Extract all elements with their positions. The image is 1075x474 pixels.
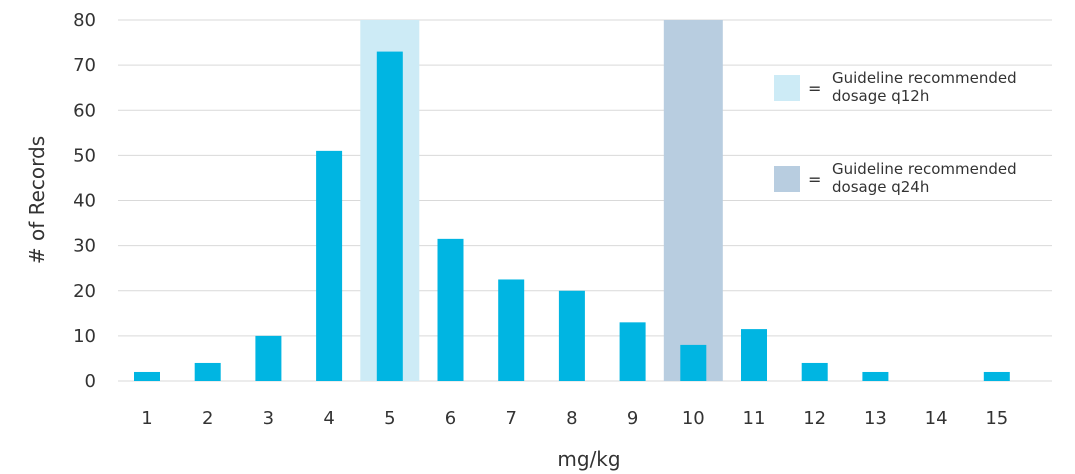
y-tick-label: 20 (73, 281, 96, 302)
bar-11 (741, 329, 767, 381)
bar-15 (983, 371, 1010, 381)
y-tick-label: 10 (73, 326, 96, 347)
bar-1 (134, 371, 160, 381)
x-axis-ticks: 1 2 3 4 5 6 7 8 9 10 11 12 13 14 15 (141, 408, 1008, 429)
bar-8 (558, 290, 585, 381)
y-tick-label: 0 (85, 371, 96, 392)
bar-9 (619, 322, 646, 381)
bar-2 (194, 362, 221, 381)
bar-6 (437, 238, 464, 381)
x-axis-title: mg/kg (557, 447, 620, 471)
x-tick-label: 3 (263, 408, 274, 429)
x-tick-label: 14 (925, 408, 948, 429)
guideline-band-10 (663, 20, 723, 381)
y-tick-label: 30 (73, 236, 96, 257)
bar-5 (376, 51, 403, 382)
x-tick-label: 2 (202, 408, 213, 429)
bar-4 (316, 150, 343, 381)
x-tick-label: 4 (323, 408, 334, 429)
x-tick-label: 6 (445, 408, 456, 429)
y-tick-label: 50 (73, 145, 96, 166)
x-tick-label: 9 (627, 408, 638, 429)
y-axis-title: # of Records (25, 136, 49, 264)
x-tick-label: 15 (985, 408, 1008, 429)
legend-equals: = (808, 79, 821, 98)
legend-swatch (774, 166, 800, 192)
y-tick-label: 60 (73, 100, 96, 121)
legend-swatch (774, 75, 800, 101)
bar-10 (680, 344, 707, 381)
x-tick-label: 12 (803, 408, 826, 429)
x-tick-label: 13 (864, 408, 887, 429)
x-tick-label: 8 (566, 408, 577, 429)
x-tick-label: 7 (505, 408, 516, 429)
x-tick-label: 10 (682, 408, 705, 429)
bar-12 (801, 362, 828, 381)
y-axis-ticks: 0 10 20 30 40 50 60 70 80 (73, 10, 96, 392)
x-tick-label: 11 (743, 408, 766, 429)
legend-label: dosage q12h (832, 87, 929, 105)
bars (134, 51, 1010, 382)
bar-7 (498, 279, 525, 381)
legend-label: Guideline recommended (832, 69, 1017, 87)
legend-label: dosage q24h (832, 178, 929, 196)
y-tick-label: 80 (73, 10, 96, 31)
legend-label: Guideline recommended (832, 160, 1017, 178)
bar-3 (255, 335, 282, 381)
y-tick-label: 70 (73, 55, 96, 76)
legend-equals: = (808, 170, 821, 189)
x-tick-label: 1 (141, 408, 152, 429)
x-tick-label: 5 (384, 408, 395, 429)
y-tick-label: 40 (73, 191, 96, 212)
bar-13 (862, 371, 889, 381)
